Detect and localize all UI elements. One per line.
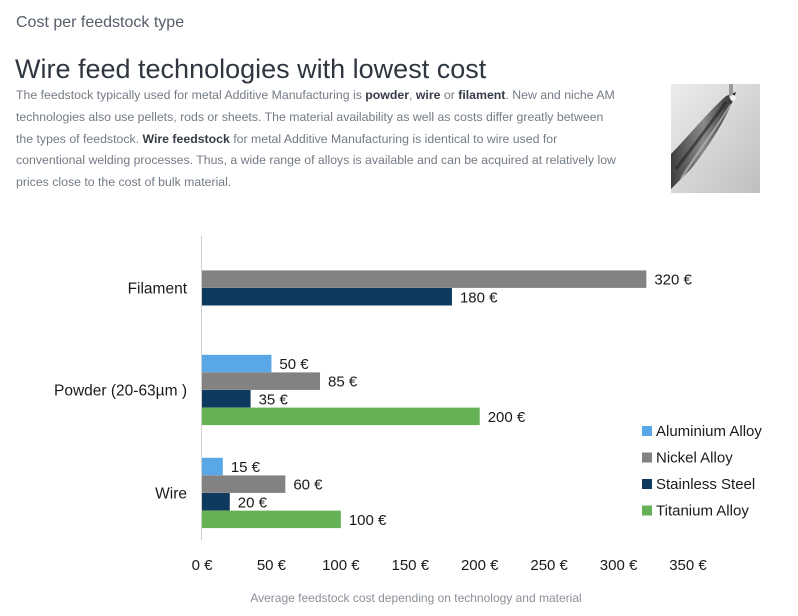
description-paragraph: The feedstock typically used for metal A… — [16, 85, 616, 194]
bar-powder-20-63-m-aluminium-alloy — [202, 354, 272, 373]
legend-label-stainless-steel: Stainless Steel — [656, 476, 755, 493]
bars-layer — [202, 270, 647, 529]
legend-label-aluminium-alloy: Aluminium Alloy — [656, 423, 762, 440]
data-label: 85 € — [328, 374, 358, 391]
data-label: 320 € — [654, 272, 692, 289]
description-bold-wire-feedstock: Wire feedstock — [142, 131, 230, 146]
legend-swatch-titanium-alloy — [642, 505, 652, 516]
description-text: . New and niche AM technologies also use… — [16, 88, 615, 146]
bar-filament-nickel-alloy — [202, 270, 647, 288]
data-label: 35 € — [259, 391, 289, 408]
description-bold-filament: filament — [458, 88, 506, 102]
category-label-wire: Wire — [155, 486, 187, 503]
data-label: 100 € — [349, 512, 387, 529]
x-tick-label: 0 € — [192, 557, 214, 574]
wire-feedstock-image — [671, 84, 760, 193]
data-label: 50 € — [279, 356, 309, 373]
chart-caption: Average feedstock cost depending on tech… — [250, 591, 582, 605]
legend-label-titanium-alloy: Titanium Alloy — [656, 503, 749, 520]
bar-powder-20-63-m-titanium-alloy — [202, 407, 480, 426]
page-title: Wire feed technologies with lowest cost — [15, 54, 487, 85]
description-text: The feedstock typically used for metal A… — [16, 88, 366, 102]
legend: Aluminium Alloy Nickel Alloy Stainless Ste… — [642, 423, 762, 520]
section-subtitle: Cost per feedstock type — [16, 14, 185, 31]
x-tick-label: 50 € — [257, 557, 287, 574]
description-text: for metal Additive Manufacturing is iden… — [16, 131, 616, 190]
bar-wire-nickel-alloy — [202, 475, 286, 493]
description-bold-powder: powder — [365, 88, 410, 102]
labels-layer: 320 € 180 € Filament 50 € 85 € 35 € 200 € Powde… — [54, 272, 707, 574]
data-label: 180 € — [460, 289, 498, 306]
bar-powder-20-63-m-nickel-alloy — [202, 372, 321, 390]
description-text: , — [409, 88, 416, 102]
legend-swatch-stainless-steel — [642, 479, 652, 489]
category-label-filament: Filament — [128, 281, 188, 298]
x-tick-label: 200 € — [461, 557, 499, 574]
x-tick-label: 300 € — [600, 557, 638, 574]
x-tick-label: 150 € — [392, 557, 430, 574]
legend-swatch-aluminium-alloy — [642, 426, 652, 436]
x-tick-label: 100 € — [322, 557, 360, 574]
data-label: 15 € — [231, 459, 261, 476]
bar-filament-stainless-steel — [202, 288, 452, 306]
bar-wire-aluminium-alloy — [202, 457, 223, 476]
data-label: 20 € — [238, 494, 268, 511]
x-tick-label: 250 € — [530, 557, 568, 574]
data-label: 200 € — [488, 409, 526, 426]
legend-swatch-nickel-alloy — [642, 452, 652, 463]
bar-powder-20-63-m-stainless-steel — [202, 390, 251, 408]
bar-wire-stainless-steel — [202, 493, 230, 511]
category-label-powder-20-63-m: Powder (20-63µm ) — [54, 383, 187, 400]
description-text: or — [440, 88, 459, 102]
x-tick-label: 350 € — [669, 557, 707, 574]
description-bold-wire: wire — [415, 88, 441, 102]
legend-label-nickel-alloy: Nickel Alloy — [656, 450, 733, 467]
data-label: 60 € — [293, 477, 323, 494]
bar-wire-titanium-alloy — [202, 510, 341, 529]
